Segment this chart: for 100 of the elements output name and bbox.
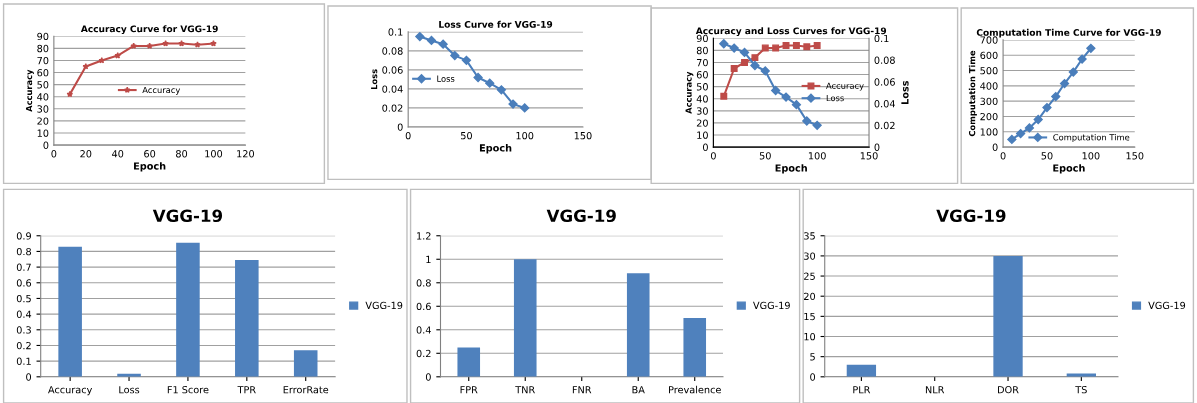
x-tick-label: 80 bbox=[176, 150, 188, 158]
x-tick-label: 20 bbox=[80, 150, 92, 158]
point bbox=[473, 72, 483, 83]
x-tick-label: PLR bbox=[853, 386, 871, 394]
point bbox=[803, 43, 811, 51]
point bbox=[761, 44, 769, 52]
point bbox=[729, 43, 739, 53]
y-tick-label: 0.6 bbox=[416, 302, 431, 311]
point bbox=[508, 99, 518, 109]
y-tick-label: 0.4 bbox=[416, 326, 431, 334]
bar bbox=[457, 347, 481, 377]
point bbox=[1042, 102, 1052, 113]
y-axis-title: Computation Time bbox=[968, 50, 977, 137]
point bbox=[771, 85, 781, 96]
y-tick-label: 700 bbox=[980, 36, 998, 44]
bar bbox=[293, 350, 318, 377]
y2-tick-label: 0.06 bbox=[874, 78, 895, 86]
y-tick-label: 40 bbox=[37, 93, 49, 101]
x-tick-label: TPR bbox=[237, 386, 256, 394]
x-tick-label: NLR bbox=[925, 386, 945, 394]
x-tick-label: 150 bbox=[574, 131, 592, 140]
bar bbox=[683, 318, 707, 377]
y-tick-label: 1 bbox=[426, 255, 431, 263]
y2-tick-label: 0.1 bbox=[874, 34, 889, 43]
point bbox=[741, 58, 749, 66]
y-tick-label: 90 bbox=[37, 32, 49, 41]
point bbox=[813, 42, 821, 50]
y-tick-label: 20 bbox=[37, 117, 49, 125]
legend-label: VGG-19 bbox=[753, 301, 790, 310]
x-tick-label: Accuracy bbox=[48, 386, 93, 396]
chart-title: Loss Curve for VGG-19 bbox=[439, 20, 553, 28]
y-tick-label: 10 bbox=[697, 131, 708, 139]
y-tick-label: 500 bbox=[980, 67, 998, 75]
bar bbox=[235, 260, 259, 377]
y-tick-label: 0.1 bbox=[16, 357, 31, 365]
y-tick-label: 0.7 bbox=[16, 263, 31, 271]
x-axis-title: Epoch bbox=[1053, 164, 1085, 174]
point bbox=[98, 56, 106, 64]
point bbox=[719, 39, 729, 49]
point bbox=[426, 35, 437, 46]
y-tick-label: 0.04 bbox=[382, 85, 403, 93]
y-tick-label: 5 bbox=[810, 353, 815, 361]
chart-title: VGG-19 bbox=[152, 209, 223, 223]
x-tick-label: TNR bbox=[515, 386, 535, 394]
x-tick-label: 60 bbox=[144, 150, 156, 158]
point bbox=[750, 60, 760, 71]
point bbox=[751, 54, 759, 62]
y-tick-label: 50 bbox=[696, 83, 708, 91]
y-tick-label: 15 bbox=[804, 312, 815, 321]
point bbox=[485, 78, 495, 88]
point bbox=[1051, 91, 1061, 102]
x-tick-label: 100 bbox=[516, 131, 534, 140]
x-tick-label: F1 Score bbox=[167, 386, 209, 394]
bar bbox=[513, 259, 537, 377]
x-tick-label: FNR bbox=[572, 386, 592, 394]
y-tick-label: 0 bbox=[810, 373, 816, 381]
y-tick-label: 10 bbox=[804, 332, 816, 341]
point bbox=[1033, 114, 1043, 125]
point bbox=[450, 50, 460, 61]
y-tick-label: 200 bbox=[980, 112, 998, 121]
x-tick-label: TS bbox=[1075, 386, 1087, 394]
y-tick-label: 0 bbox=[397, 123, 403, 131]
y-axis-title: Accuracy bbox=[25, 69, 34, 112]
point bbox=[82, 63, 90, 70]
y-tick-label: 30 bbox=[804, 252, 816, 260]
y2-tick-label: 0.02 bbox=[874, 121, 895, 130]
point bbox=[146, 42, 153, 49]
y-tick-label: 0 bbox=[703, 143, 708, 151]
y-tick-label: 60 bbox=[696, 71, 708, 79]
legend-label: VGG-19 bbox=[1148, 301, 1186, 310]
y-tick-label: 0 bbox=[43, 141, 49, 149]
x-tick-label: 50 bbox=[759, 152, 771, 160]
point bbox=[720, 92, 728, 100]
legend-label: Computation Time bbox=[1053, 134, 1130, 143]
y2-tick-label: 0.04 bbox=[874, 100, 895, 108]
y-tick-label: 35 bbox=[804, 232, 815, 240]
x-tick-label: 0 bbox=[51, 150, 57, 158]
point bbox=[130, 42, 138, 49]
bar bbox=[626, 273, 650, 377]
y-tick-label: 0.5 bbox=[16, 294, 31, 303]
point bbox=[730, 65, 738, 72]
y-tick-label: 0.06 bbox=[382, 66, 403, 74]
y-tick-label: 90 bbox=[696, 34, 708, 43]
y-tick-label: 0.1 bbox=[388, 28, 403, 36]
chart-title: Accuracy Curve for VGG-19 bbox=[80, 25, 218, 35]
x-tick-label: 150 bbox=[1126, 152, 1144, 160]
y-tick-label: 0 bbox=[425, 373, 431, 381]
point bbox=[496, 85, 507, 95]
x-tick-label: 0 bbox=[1000, 152, 1006, 160]
point bbox=[1016, 128, 1026, 139]
x-tick-label: 50 bbox=[461, 131, 472, 140]
point bbox=[1086, 43, 1096, 53]
y-tick-label: 600 bbox=[980, 51, 998, 60]
x-tick-label: 100 bbox=[1082, 152, 1100, 160]
bar bbox=[58, 246, 82, 377]
y-tick-label: 0.2 bbox=[416, 349, 431, 358]
point bbox=[1024, 123, 1035, 133]
y-tick-label: 30 bbox=[37, 105, 49, 113]
x-tick-label: 150 bbox=[860, 152, 878, 160]
y-tick-label: 10 bbox=[37, 129, 49, 137]
